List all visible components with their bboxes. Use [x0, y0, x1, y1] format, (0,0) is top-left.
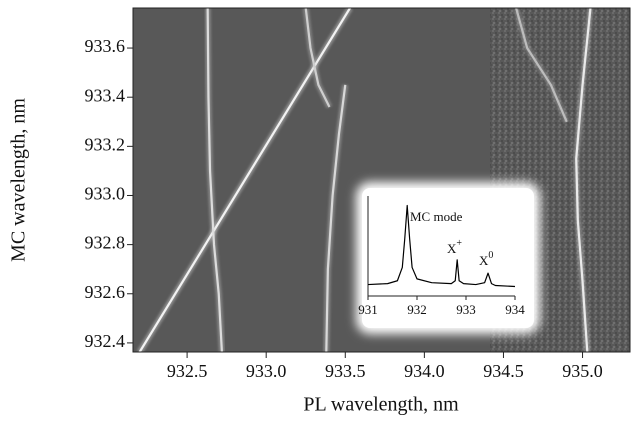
ridge: [304, 8, 331, 108]
annotation-sup: 0: [488, 250, 493, 261]
y-tick-label: 933.0: [85, 184, 126, 204]
ridge: [515, 8, 568, 123]
inset-annotation: MC mode: [410, 209, 463, 224]
x-tick-label: 933: [456, 302, 476, 317]
inset-annotation: X0: [479, 250, 493, 268]
x-tick-label: 932.5: [167, 361, 208, 381]
ridge: [575, 8, 592, 352]
annotation-text: MC mode: [410, 209, 463, 224]
annotation-sup: +: [456, 238, 462, 249]
y-tick-label: 933.2: [85, 134, 126, 154]
x-tick-label: 935.0: [562, 361, 603, 381]
x-tick-label: 934: [505, 302, 525, 317]
x-tick-label: 933.5: [325, 361, 366, 381]
x-axis-title: PL wavelength, nm: [303, 394, 459, 416]
x-tick-label: 933.0: [246, 361, 287, 381]
x-tick-label: 932: [407, 302, 427, 317]
plot-frame: [132, 7, 631, 353]
inset-annotation: X+: [447, 238, 462, 256]
x-tick-label: 934.0: [404, 361, 445, 381]
annotation-text: X: [479, 253, 489, 268]
annotation-text: X: [447, 241, 457, 256]
map-features: [137, 8, 594, 352]
x-tick-label: 931: [358, 302, 378, 317]
ridge: [325, 84, 347, 352]
y-tick-label: 932.6: [85, 282, 126, 302]
y-tick-label: 932.4: [85, 331, 126, 351]
y-tick-label: 933.4: [85, 85, 126, 105]
y-tick-label: 932.8: [85, 233, 126, 253]
ridge: [206, 8, 223, 352]
inset-panel: [362, 188, 534, 328]
spectrum: [367, 204, 516, 288]
y-tick-label: 933.6: [85, 36, 126, 56]
y-axis-title: MC wavelength, nm: [8, 98, 30, 262]
x-tick-label: 934.5: [483, 361, 524, 381]
